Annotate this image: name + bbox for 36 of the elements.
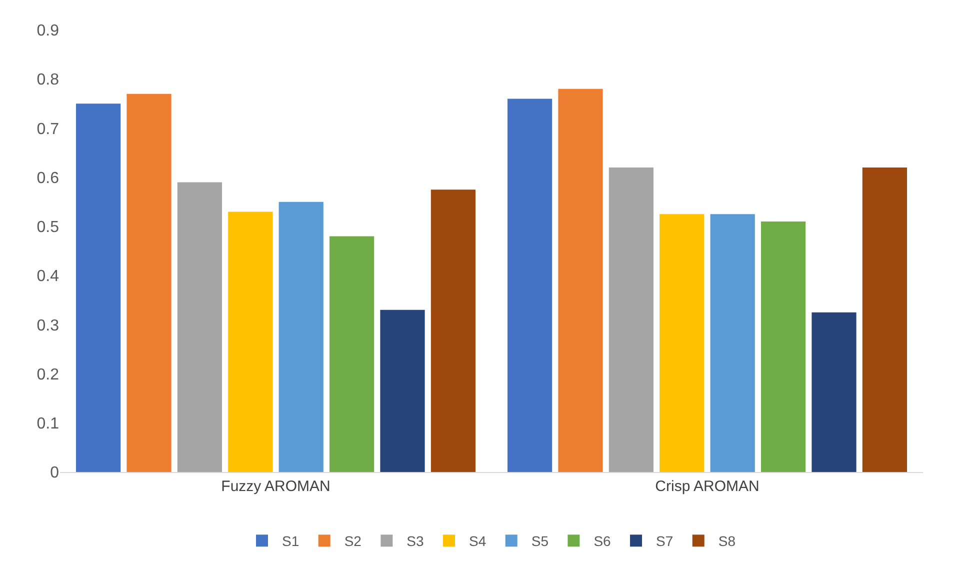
bar bbox=[278, 202, 324, 472]
y-tick-label: 0.4 bbox=[36, 268, 60, 286]
y-tick-label: 0.9 bbox=[36, 22, 60, 40]
y-tick-label: 0.1 bbox=[36, 415, 60, 432]
legend-label: S3 bbox=[406, 533, 424, 550]
y-tick-label: 0 bbox=[50, 464, 60, 482]
bar bbox=[812, 312, 856, 472]
bar bbox=[760, 222, 806, 472]
bar bbox=[430, 190, 476, 472]
y-tick-label: 0.3 bbox=[36, 317, 60, 334]
bar bbox=[660, 214, 704, 472]
y-tick-label: 0.6 bbox=[36, 170, 60, 187]
bar bbox=[710, 214, 755, 472]
legend-label: S7 bbox=[656, 533, 674, 550]
y-tick-label: 0.2 bbox=[36, 366, 60, 384]
bar bbox=[228, 212, 273, 472]
bar bbox=[177, 182, 222, 472]
bar bbox=[608, 168, 654, 472]
legend-label: S5 bbox=[531, 533, 549, 550]
legend-label: S2 bbox=[344, 533, 362, 550]
bar bbox=[862, 168, 908, 472]
bar bbox=[558, 88, 603, 472]
bar bbox=[507, 98, 552, 472]
x-tick-label: Fuzzy AROMAN bbox=[221, 478, 330, 495]
legend-label: S1 bbox=[282, 533, 300, 550]
bar bbox=[76, 104, 121, 472]
y-tick-label: 0.8 bbox=[36, 72, 60, 89]
legend-label: S6 bbox=[594, 533, 612, 550]
bar bbox=[329, 236, 374, 472]
x-tick-label: Crisp AROMAN bbox=[655, 478, 760, 495]
bar bbox=[380, 310, 425, 472]
legend-label: S8 bbox=[718, 533, 736, 550]
legend-label: S4 bbox=[469, 533, 486, 550]
bar bbox=[126, 94, 172, 472]
y-tick-label: 0.7 bbox=[36, 120, 60, 138]
y-tick-label: 0.5 bbox=[36, 219, 60, 236]
